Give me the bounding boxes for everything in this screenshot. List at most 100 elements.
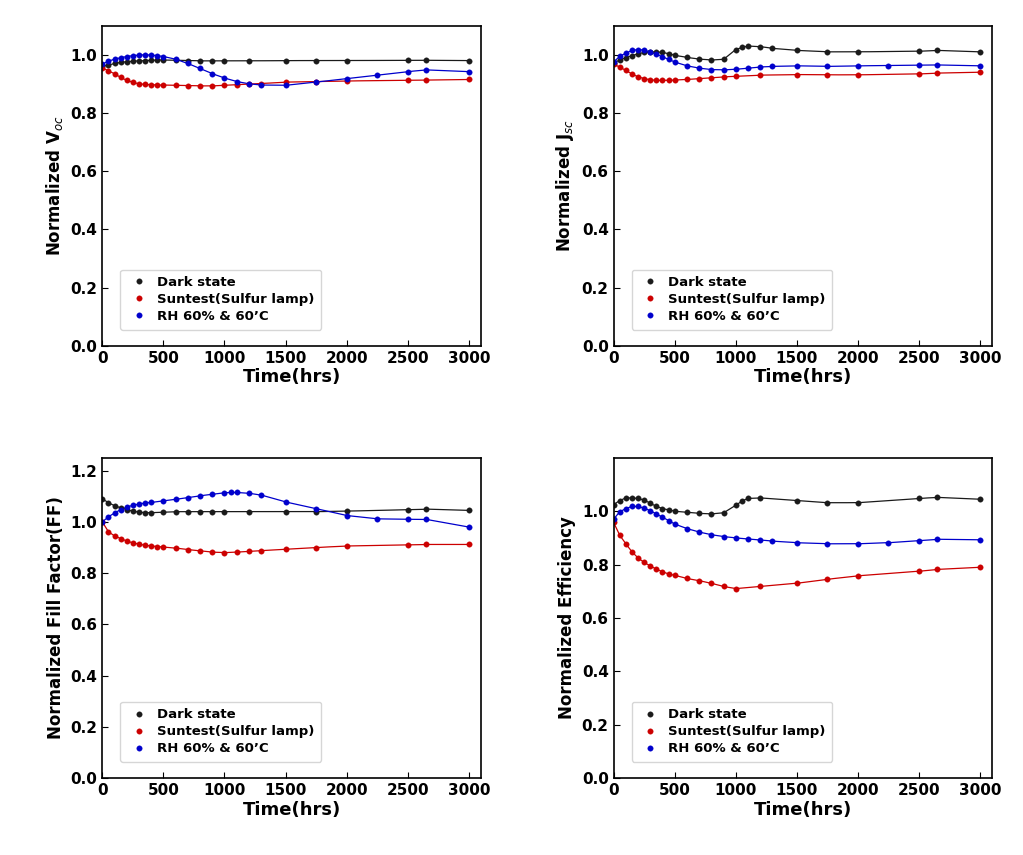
Dark state — [736, 43, 748, 53]
Dark state — [705, 509, 717, 519]
Suntest(Sulfur lamp) — [729, 71, 742, 81]
Suntest(Sulfur lamp) — [462, 540, 475, 550]
Suntest(Sulfur lamp) — [127, 77, 139, 87]
Line: RH 60% & 60’C: RH 60% & 60’C — [611, 47, 983, 73]
Suntest(Sulfur lamp) — [974, 67, 986, 77]
Dark state — [158, 55, 170, 65]
Suntest(Sulfur lamp) — [705, 73, 717, 83]
RH 60% & 60’C — [255, 490, 267, 500]
Suntest(Sulfur lamp) — [145, 541, 158, 551]
RH 60% & 60’C — [96, 59, 108, 69]
Dark state — [170, 506, 182, 516]
Suntest(Sulfur lamp) — [115, 534, 127, 544]
Dark state — [668, 50, 680, 61]
Suntest(Sulfur lamp) — [194, 80, 207, 91]
Suntest(Sulfur lamp) — [608, 59, 620, 69]
Suntest(Sulfur lamp) — [626, 69, 638, 80]
Dark state — [791, 45, 803, 56]
RH 60% & 60’C — [632, 501, 644, 511]
Suntest(Sulfur lamp) — [158, 80, 170, 90]
Suntest(Sulfur lamp) — [754, 70, 766, 80]
RH 60% & 60’C — [608, 514, 620, 524]
Dark state — [736, 496, 748, 506]
RH 60% & 60’C — [133, 498, 145, 509]
RH 60% & 60’C — [754, 62, 766, 72]
RH 60% & 60’C — [218, 487, 230, 498]
Dark state — [931, 492, 943, 503]
Dark state — [182, 506, 194, 516]
X-axis label: Time(hrs): Time(hrs) — [754, 369, 852, 386]
Suntest(Sulfur lamp) — [729, 583, 742, 593]
Dark state — [145, 56, 158, 66]
Dark state — [96, 493, 108, 504]
Suntest(Sulfur lamp) — [108, 531, 121, 541]
RH 60% & 60’C — [242, 79, 255, 89]
Suntest(Sulfur lamp) — [668, 75, 680, 86]
Line: Suntest(Sulfur lamp): Suntest(Sulfur lamp) — [611, 520, 983, 592]
Suntest(Sulfur lamp) — [608, 517, 620, 528]
RH 60% & 60’C — [663, 54, 675, 64]
Line: Suntest(Sulfur lamp): Suntest(Sulfur lamp) — [99, 65, 472, 89]
Line: RH 60% & 60’C: RH 60% & 60’C — [99, 52, 472, 88]
Dark state — [127, 506, 139, 516]
Dark state — [644, 47, 657, 57]
Dark state — [693, 54, 705, 64]
RH 60% & 60’C — [341, 74, 353, 84]
Suntest(Sulfur lamp) — [717, 72, 729, 82]
Dark state — [341, 56, 353, 66]
Suntest(Sulfur lamp) — [754, 581, 766, 592]
Dark state — [974, 47, 986, 57]
Suntest(Sulfur lamp) — [145, 80, 158, 90]
Suntest(Sulfur lamp) — [151, 541, 164, 551]
Dark state — [651, 47, 663, 57]
RH 60% & 60’C — [145, 50, 158, 60]
Y-axis label: Normalized Fill Factor(FF): Normalized Fill Factor(FF) — [47, 497, 64, 740]
Dark state — [133, 507, 145, 517]
Suntest(Sulfur lamp) — [230, 547, 242, 557]
Suntest(Sulfur lamp) — [974, 562, 986, 572]
Suntest(Sulfur lamp) — [644, 561, 657, 571]
RH 60% & 60’C — [151, 50, 164, 61]
RH 60% & 60’C — [668, 519, 680, 529]
Dark state — [974, 494, 986, 504]
Dark state — [139, 56, 151, 66]
Dark state — [620, 492, 632, 503]
Dark state — [121, 56, 133, 67]
Suntest(Sulfur lamp) — [663, 569, 675, 579]
Suntest(Sulfur lamp) — [931, 564, 943, 575]
Dark state — [402, 504, 414, 515]
Suntest(Sulfur lamp) — [170, 543, 182, 553]
Dark state — [608, 58, 620, 68]
Dark state — [638, 495, 651, 505]
Dark state — [620, 52, 632, 62]
RH 60% & 60’C — [614, 51, 626, 62]
Suntest(Sulfur lamp) — [705, 578, 717, 588]
RH 60% & 60’C — [913, 535, 925, 545]
RH 60% & 60’C — [693, 63, 705, 74]
RH 60% & 60’C — [657, 512, 669, 522]
Suntest(Sulfur lamp) — [341, 541, 353, 551]
Dark state — [705, 55, 717, 65]
RH 60% & 60’C — [206, 68, 218, 79]
Suntest(Sulfur lamp) — [279, 544, 292, 554]
Dark state — [102, 60, 115, 70]
RH 60% & 60’C — [766, 536, 779, 546]
Suntest(Sulfur lamp) — [310, 542, 322, 552]
Dark state — [680, 52, 693, 62]
Dark state — [638, 47, 651, 57]
RH 60% & 60’C — [913, 60, 925, 70]
RH 60% & 60’C — [371, 70, 384, 80]
Suntest(Sulfur lamp) — [614, 62, 626, 72]
Suntest(Sulfur lamp) — [717, 581, 729, 592]
Dark state — [626, 492, 638, 503]
RH 60% & 60’C — [230, 487, 242, 498]
Dark state — [766, 44, 779, 54]
Line: Dark state: Dark state — [611, 494, 983, 516]
Suntest(Sulfur lamp) — [693, 575, 705, 586]
Suntest(Sulfur lamp) — [680, 574, 693, 584]
RH 60% & 60’C — [402, 67, 414, 77]
X-axis label: Time(hrs): Time(hrs) — [242, 369, 341, 386]
RH 60% & 60’C — [108, 508, 121, 518]
Suntest(Sulfur lamp) — [242, 79, 255, 89]
Suntest(Sulfur lamp) — [127, 538, 139, 548]
